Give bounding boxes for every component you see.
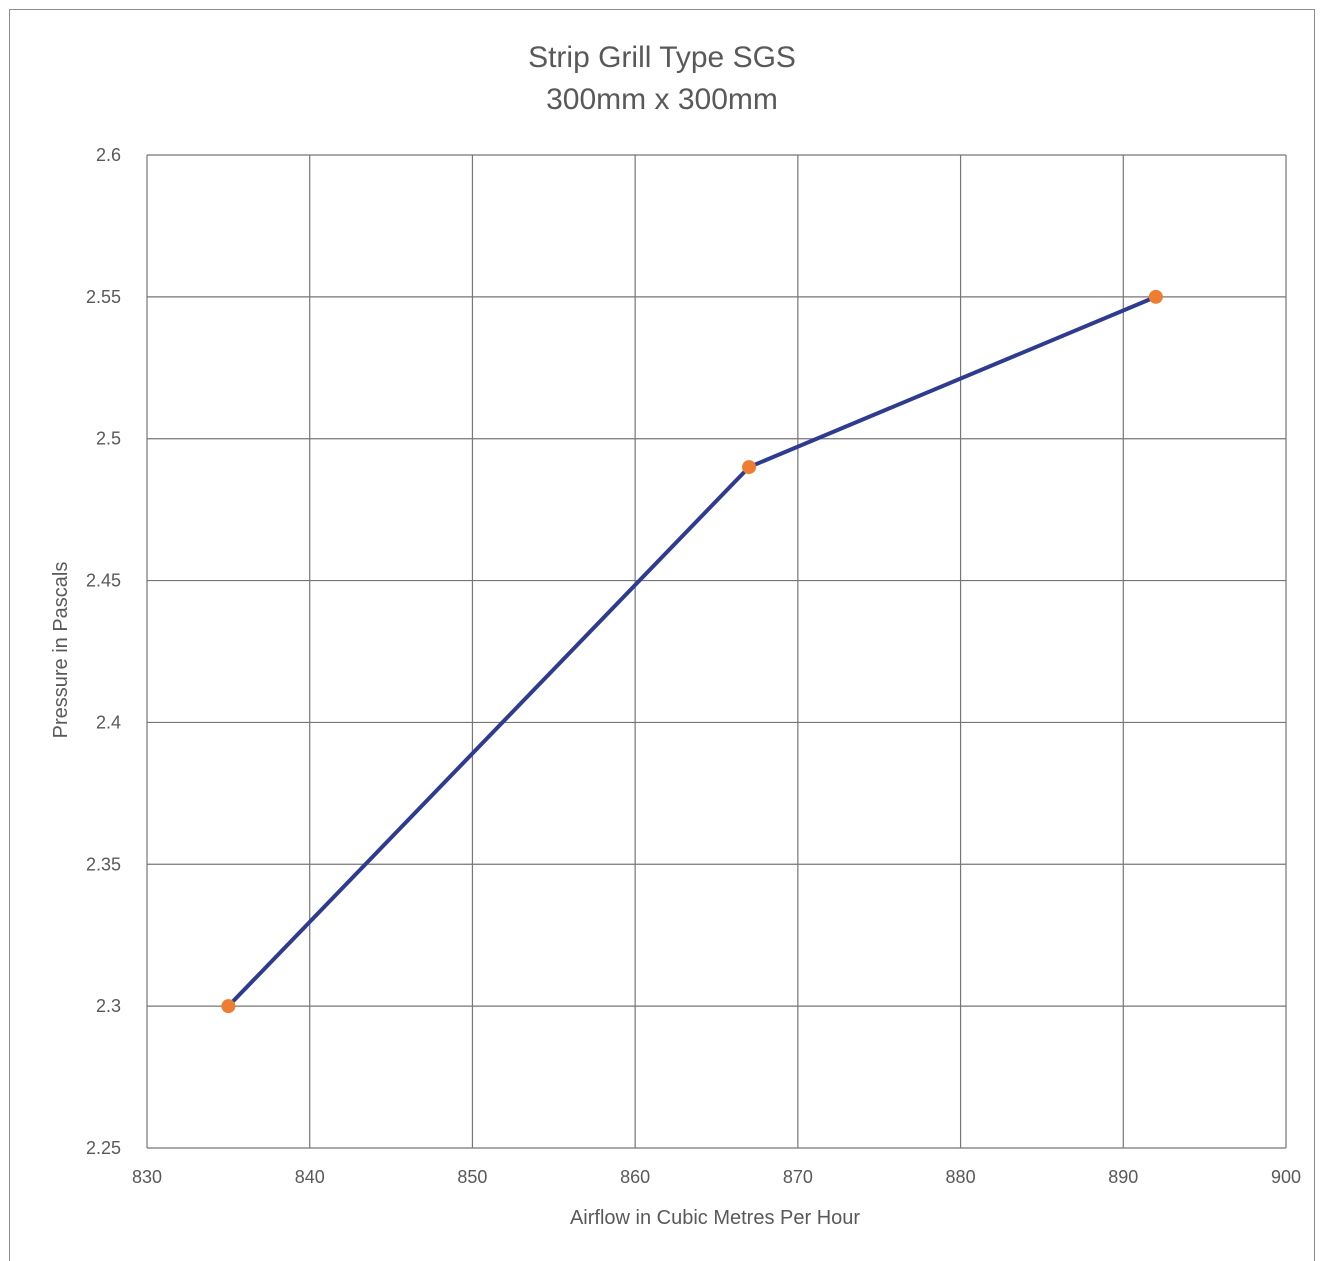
y-tick-label: 2.25 [86, 1138, 121, 1158]
x-axis-label: Airflow in Cubic Metres Per Hour [570, 1207, 860, 1229]
x-axis-ticks: 830 840 850 860 870 880 890 900 [132, 1167, 1301, 1187]
y-tick-label: 2.5 [96, 429, 121, 449]
y-tick-label: 2.35 [86, 854, 121, 874]
y-tick-label: 2.6 [96, 145, 121, 165]
y-axis-label: Pressure in Pascals [50, 562, 72, 739]
grid-lines [146, 154, 1287, 1149]
y-axis-ticks: 2.25 2.3 2.35 2.4 2.45 2.5 2.55 2.6 [86, 145, 121, 1158]
x-tick-label: 900 [1271, 1167, 1301, 1187]
x-tick-label: 840 [295, 1167, 325, 1187]
x-tick-label: 890 [1108, 1167, 1138, 1187]
chart-title: Strip Grill Type SGS [528, 41, 796, 74]
y-tick-label: 2.4 [96, 712, 121, 732]
x-tick-label: 830 [132, 1167, 162, 1187]
series-line [226, 294, 1158, 1009]
chart-frame [9, 9, 1315, 1261]
y-tick-label: 2.3 [96, 996, 121, 1016]
x-tick-label: 860 [620, 1167, 650, 1187]
y-tick-label: 2.55 [86, 287, 121, 307]
x-tick-label: 870 [783, 1167, 813, 1187]
data-point [1148, 289, 1163, 304]
series-group [221, 289, 1163, 1014]
y-tick-label: 2.45 [86, 571, 121, 591]
data-point [742, 460, 757, 475]
x-tick-label: 850 [457, 1167, 487, 1187]
x-tick-label: 880 [946, 1167, 976, 1187]
chart-subtitle: 300mm x 300mm [546, 83, 778, 116]
data-point [221, 999, 236, 1014]
